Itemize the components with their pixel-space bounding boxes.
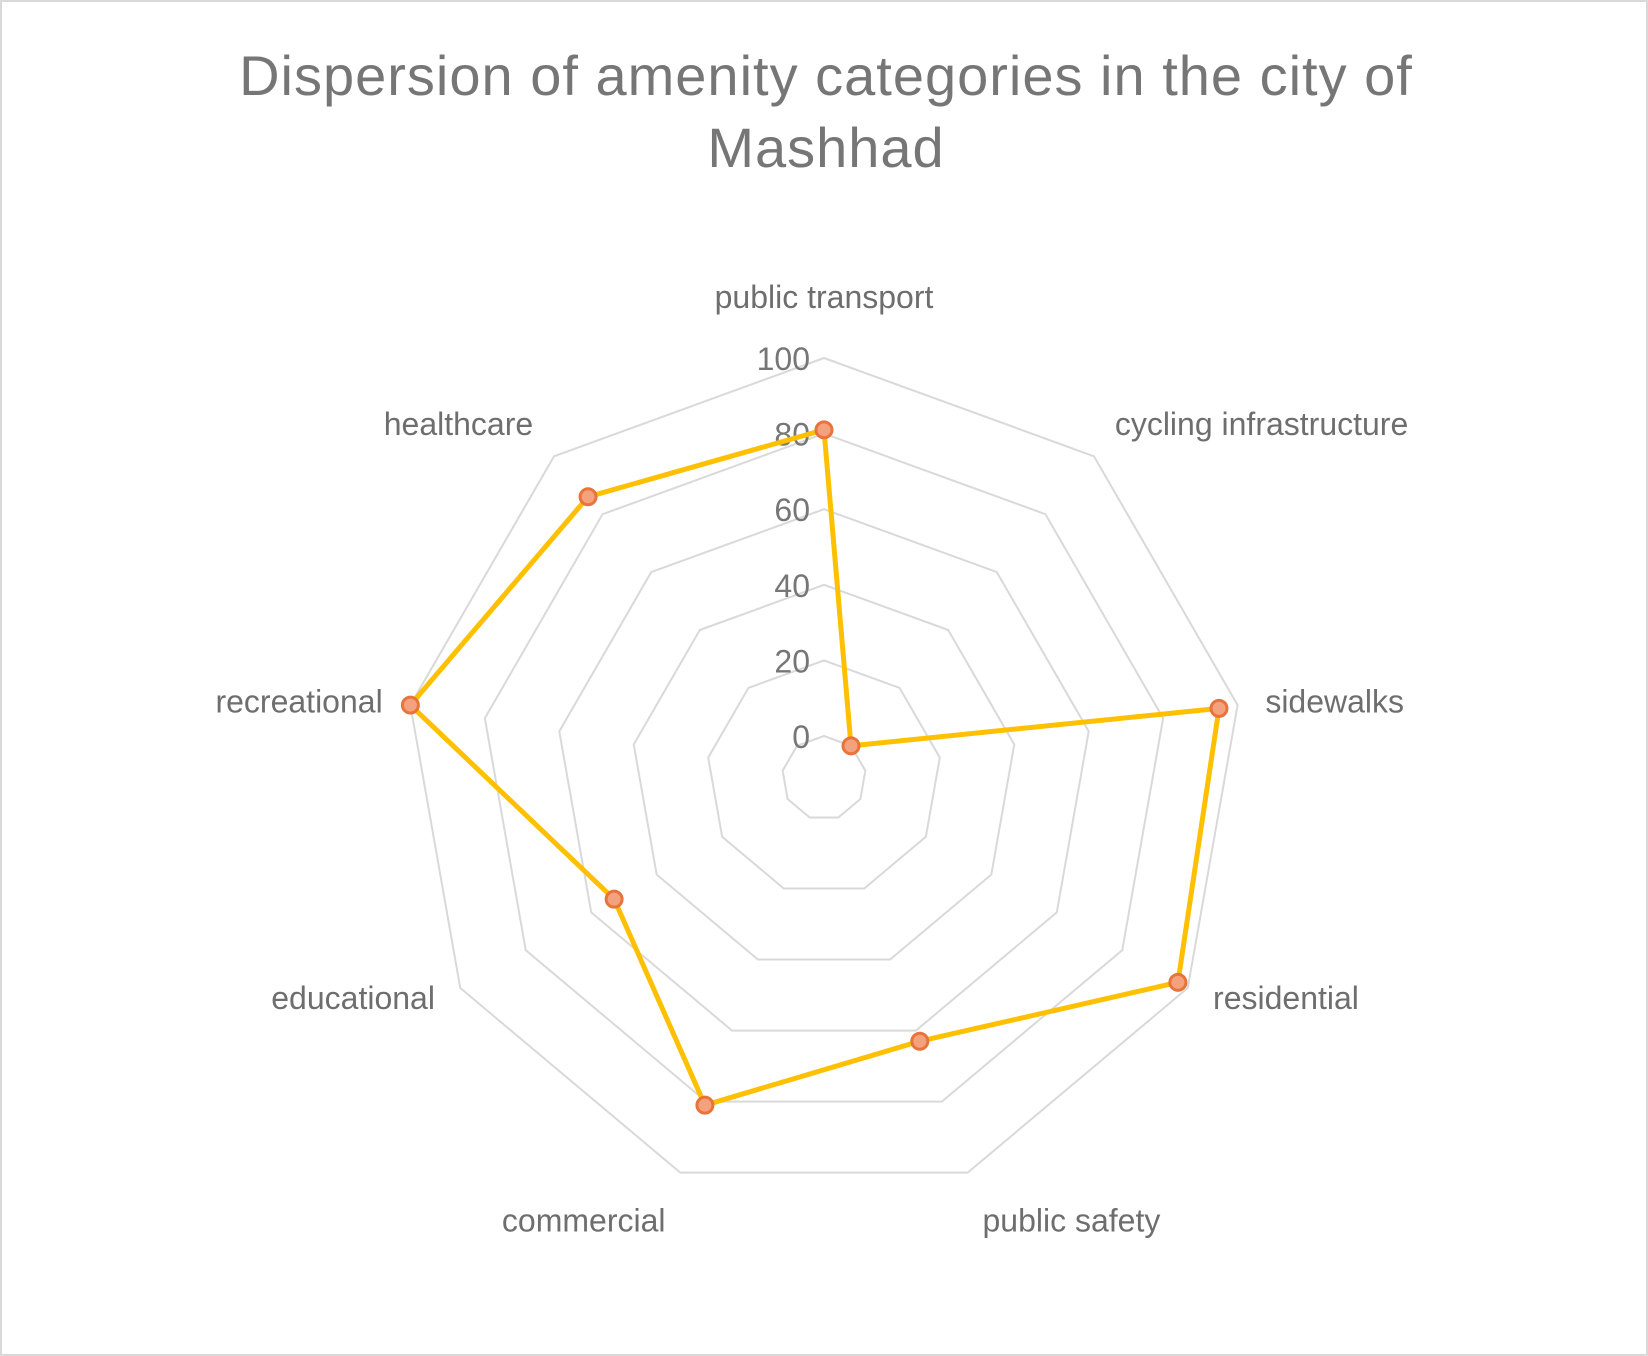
data-point-cycling-infrastructure [841, 736, 861, 756]
grid-ring-80 [483, 432, 1165, 1103]
grid-ring-20 [707, 659, 941, 890]
tick-label-40: 40 [774, 568, 810, 604]
tick-label-0: 0 [792, 719, 810, 755]
category-label-cycling-infrastructure: cycling infrastructure [1115, 406, 1408, 442]
category-label-educational: educational [271, 980, 435, 1016]
grid-ring-40 [632, 583, 1016, 961]
tick-label-100: 100 [757, 341, 810, 377]
chart-title: Dispersion of amenity categories in the … [239, 44, 1413, 179]
tick-label-20: 20 [774, 643, 810, 679]
data-point-public-safety [910, 1031, 930, 1051]
grid-ring-60 [558, 508, 1090, 1032]
series-line-0 [407, 427, 1222, 1108]
category-label-residential: residential [1213, 980, 1359, 1016]
category-label-public-safety: public safety [982, 1202, 1160, 1238]
data-point-commercial [695, 1095, 715, 1115]
category-label-recreational: recreational [215, 684, 382, 720]
category-label-sidewalks: sidewalks [1265, 684, 1404, 720]
data-point-educational [604, 889, 624, 909]
radar-grid [409, 356, 1239, 1174]
category-label-healthcare: healthcare [384, 406, 533, 442]
grid-ring-0 [781, 734, 867, 819]
category-label-public-transport: public transport [715, 279, 934, 315]
series-layer [400, 420, 1229, 1115]
tick-label-60: 60 [774, 492, 810, 528]
data-point-recreational [400, 695, 420, 715]
data-point-sidewalks [1209, 698, 1229, 718]
data-point-public-transport [814, 420, 834, 440]
category-label-commercial: commercial [502, 1202, 666, 1238]
grid-ring-100 [409, 356, 1239, 1174]
data-point-residential [1168, 972, 1188, 992]
category-labels: public transport cycling infrastructure si… [215, 279, 1408, 1238]
data-point-healthcare [578, 487, 598, 507]
